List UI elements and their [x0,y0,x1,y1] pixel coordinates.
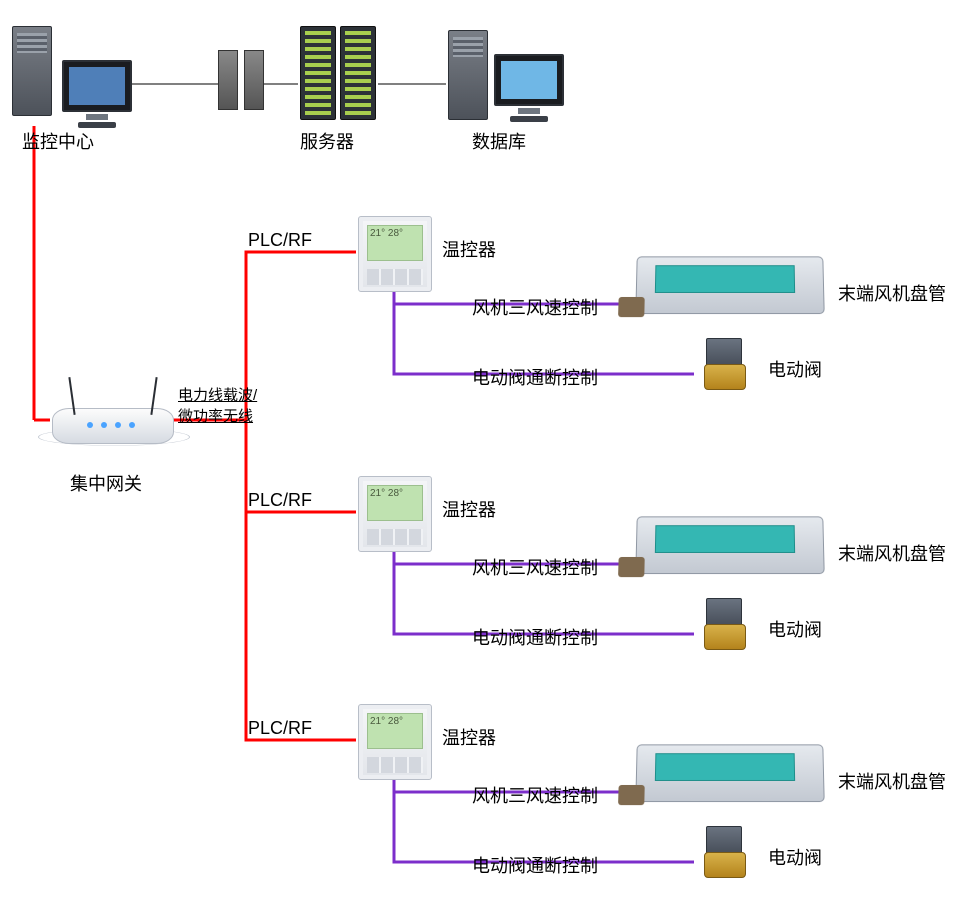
thermostat-0: 21° 28° [358,216,432,292]
motor-valve-2 [696,826,752,878]
motor-valve-0 [696,338,752,390]
server-label: 服务器 [300,128,354,154]
fan-coil-unit-2 [635,744,824,802]
server-rack-2 [340,26,376,120]
monitor-center-screen [62,60,132,112]
fan-coil-unit-1 [635,516,824,574]
thermostat-label-2: 温控器 [442,724,496,750]
database-tower [448,30,488,120]
motor-valve-label-1: 电动阀 [768,616,822,642]
fan-speed-ctrl-label-0: 风机三风速控制 [472,294,598,320]
motor-valve-label-0: 电动阀 [768,356,822,382]
gateway-label: 集中网关 [70,470,142,496]
fan-coil-label-1: 末端风机盘管 [838,540,946,566]
fan-coil-label-0: 末端风机盘管 [838,280,946,306]
thermostat-1: 21° 28° [358,476,432,552]
plc-rf-label-2: PLC/RF [248,718,312,739]
monitor-center-label: 监控中心 [22,128,94,154]
thermostat-2: 21° 28° [358,704,432,780]
plc-rf-label-0: PLC/RF [248,230,312,251]
database-label: 数据库 [472,128,526,154]
fan-coil-unit-0 [635,256,824,314]
fan-speed-ctrl-label-1: 风机三风速控制 [472,554,598,580]
fan-speed-ctrl-label-2: 风机三风速控制 [472,782,598,808]
gateway-router [52,408,174,444]
motor-valve-1 [696,598,752,650]
diagram-canvas: 监控中心 服务器 数据库 集中网关 电力线载波/ 微功率无线 PLC/RF 21°… [0,0,980,909]
thermostat-label-0: 温控器 [442,236,496,262]
plc-rf-label-1: PLC/RF [248,490,312,511]
thermostat-label-1: 温控器 [442,496,496,522]
server-rack-1 [300,26,336,120]
monitor-center-tower [12,26,52,116]
motor-valve-label-2: 电动阀 [768,844,822,870]
valve-ctrl-label-1: 电动阀通断控制 [472,624,598,650]
fan-coil-label-2: 末端风机盘管 [838,768,946,794]
valve-ctrl-label-0: 电动阀通断控制 [472,364,598,390]
mid-unit-1 [218,50,238,110]
valve-ctrl-label-2: 电动阀通断控制 [472,852,598,878]
database-screen [494,54,564,106]
link-note-label: 电力线载波/ 微功率无线 [178,384,288,426]
mid-unit-2 [244,50,264,110]
